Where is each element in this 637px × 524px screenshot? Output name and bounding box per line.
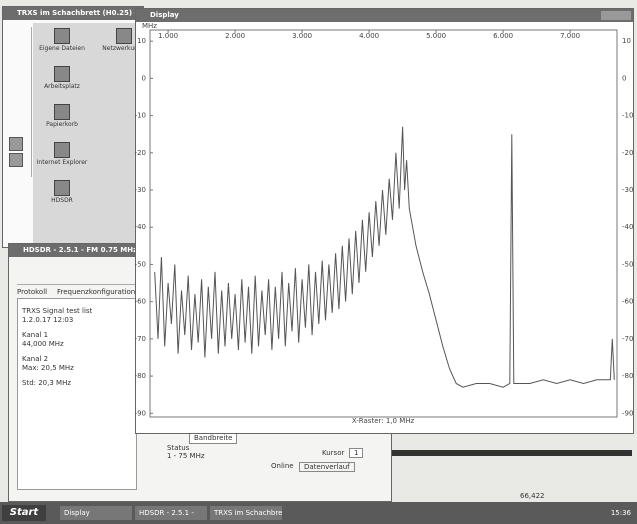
y-tick-label-right: -60 [622,298,633,306]
clock: 15:36 [611,509,631,517]
y-tick-label: 10 [137,37,146,45]
y-tick-label: -30 [135,186,146,194]
taskbar-button[interactable]: TRXS im Schachbrett... [210,506,282,520]
taskbar-button[interactable]: Display [60,506,132,520]
x-unit: MHz [142,22,157,30]
y-tick-label-right: -40 [622,223,633,231]
x-tick-label: 4.000 [359,32,379,40]
x-tick-label: 3.000 [292,32,312,40]
screen: TRXS im Schachbrett (H0.25) - Paint Eige… [0,0,637,524]
y-tick-label-right: 0 [622,74,626,82]
footer-label: X-Raster: 1,0 MHz [352,417,415,425]
y-tick-label: 0 [142,74,146,82]
y-tick-label-right: -10 [622,112,633,120]
x-tick-label: 2.000 [225,32,245,40]
y-tick-label: -70 [135,335,146,343]
y-tick-label: -40 [135,223,146,231]
x-tick-label: 1.000 [158,32,178,40]
plot-frame [150,30,617,417]
spectrum-trace [155,127,615,387]
y-tick-label: -10 [135,112,146,120]
y-tick-label: -20 [135,149,146,157]
y-tick-label-right: -70 [622,335,633,343]
y-tick-label-right: -80 [622,372,633,380]
y-tick-label-right: 10 [622,37,631,45]
y-tick-label: -80 [135,372,146,380]
taskbar-button[interactable]: HDSDR - 2.5.1 - [135,506,207,520]
y-tick-label: -90 [135,409,146,417]
start-button[interactable]: Start [2,505,46,521]
x-tick-label: 7.000 [560,32,580,40]
y-tick-label-right: -50 [622,260,633,268]
y-tick-label-right: -30 [622,186,633,194]
y-tick-label: -60 [135,298,146,306]
y-tick-label-right: -20 [622,149,633,157]
y-tick-label-right: -90 [622,409,633,417]
x-tick-label: 6.000 [493,32,513,40]
y-tick-label: -50 [135,260,146,268]
spectrum-chart: MHz X-Raster: 1,0 MHz 1.000 2.000 3.000 4.0… [0,0,637,524]
x-tick-label: 5.000 [426,32,446,40]
